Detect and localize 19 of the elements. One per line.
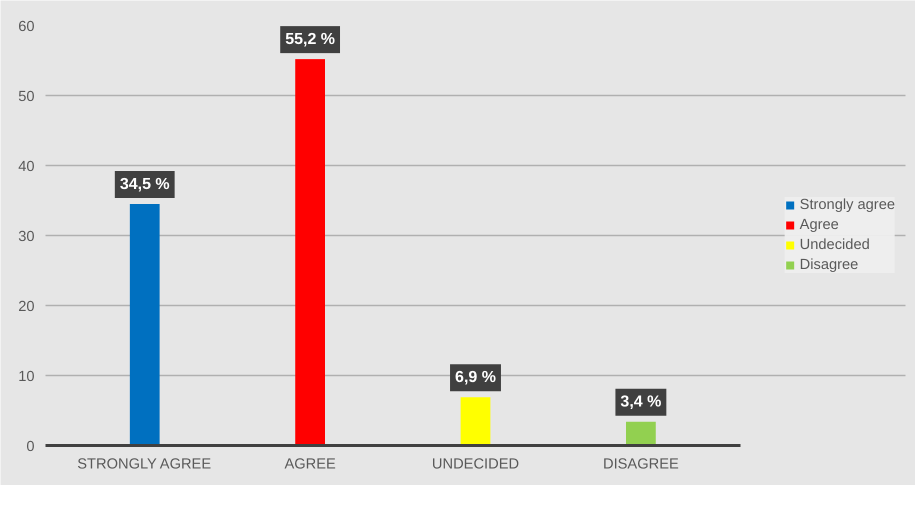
legend-label: Strongly agree bbox=[800, 197, 895, 213]
x-tick-label: UNDECIDED bbox=[432, 456, 520, 472]
legend-label: Agree bbox=[800, 217, 839, 233]
y-tick-label: 60 bbox=[18, 19, 35, 35]
data-label: 3,4 % bbox=[620, 394, 662, 411]
legend-label: Undecided bbox=[800, 237, 870, 253]
y-tick-label: 10 bbox=[18, 369, 35, 385]
data-label: 6,9 % bbox=[455, 369, 496, 386]
y-tick-label: 20 bbox=[18, 299, 35, 315]
data-label: 34,5 % bbox=[120, 176, 170, 193]
y-tick-label: 0 bbox=[26, 439, 35, 455]
y-tick-label: 30 bbox=[18, 229, 35, 245]
x-tick-label: DISAGREE bbox=[603, 456, 679, 472]
data-label: 55,2 % bbox=[285, 31, 336, 48]
y-tick-label: 40 bbox=[18, 159, 35, 175]
y-tick-label: 50 bbox=[18, 89, 35, 105]
x-tick-label: AGREE bbox=[284, 456, 336, 472]
x-tick-label: STRONGLY AGREE bbox=[77, 456, 212, 472]
legend-label: Disagree bbox=[800, 257, 858, 273]
